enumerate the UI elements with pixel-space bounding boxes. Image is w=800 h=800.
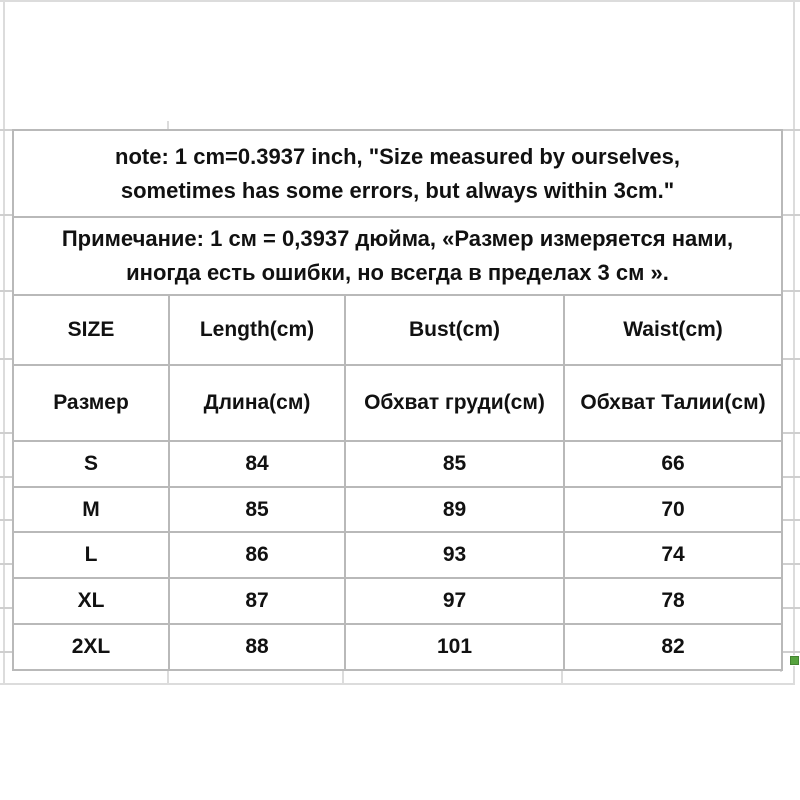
cell-size: 2XL	[12, 623, 170, 671]
table-row-l: L 86 93 74	[12, 531, 784, 579]
grid-line	[781, 290, 800, 292]
cell-waist: 82	[562, 623, 784, 671]
grid-line	[0, 476, 12, 478]
cell-waist: 78	[562, 577, 784, 625]
grid-line	[781, 607, 800, 609]
grid-line	[781, 129, 800, 131]
header-waist-en: Waist(cm)	[562, 294, 784, 366]
cell-bust: 89	[344, 486, 565, 533]
grid-line	[0, 214, 12, 216]
cell-size: S	[12, 440, 170, 488]
note-russian-line-2: иногда есть ошибки, но всегда в пределах…	[126, 260, 669, 285]
cell-length: 85	[168, 486, 346, 533]
grid-line	[0, 358, 12, 360]
header-length-ru: Длина(см)	[168, 364, 346, 442]
cell-size: L	[12, 531, 170, 579]
cell-bust: 93	[344, 531, 565, 579]
grid-line	[781, 358, 800, 360]
grid-line	[167, 121, 169, 130]
header-size-en: SIZE	[12, 294, 170, 366]
note-russian-line-1: Примечание: 1 см = 0,3937 дюйма, «Размер…	[61, 226, 734, 251]
cell-length: 87	[168, 577, 346, 625]
grid-line	[0, 651, 12, 653]
note-english-cell: note: 1 cm=0.3937 inch, "Size measured b…	[11, 129, 784, 218]
cell-bust: 101	[344, 623, 565, 671]
cell-waist: 66	[562, 440, 784, 488]
table-row-xl: XL 87 97 78	[12, 577, 784, 625]
cell-size: XL	[12, 577, 170, 625]
table-row-s: S 84 85 66	[12, 440, 784, 488]
note-russian-cell: Примечание: 1 см = 0,3937 дюйма, «Размер…	[11, 216, 784, 296]
table-row-2xl: 2XL 88 101 82	[12, 623, 784, 671]
fill-handle-icon	[790, 656, 799, 665]
note-english-line-2: sometimes has some errors, but always wi…	[120, 177, 675, 203]
grid-line	[781, 476, 800, 478]
grid-line	[0, 607, 12, 609]
cell-bust: 97	[344, 577, 565, 625]
grid-line	[781, 651, 800, 653]
grid-line	[0, 683, 795, 685]
size-chart-table: note: 1 cm=0.3937 inch, "Size measured b…	[11, 129, 784, 671]
cell-waist: 70	[562, 486, 784, 533]
grid-line	[793, 0, 795, 685]
note-row-english: note: 1 cm=0.3937 inch, "Size measured b…	[11, 129, 784, 218]
table-row-m: M 85 89 70	[12, 486, 784, 533]
cell-bust: 85	[344, 440, 565, 488]
header-bust-en: Bust(cm)	[344, 294, 565, 366]
note-english-line-1: note: 1 cm=0.3937 inch, "Size measured b…	[115, 143, 680, 169]
header-length-en: Length(cm)	[168, 294, 346, 366]
cell-size: M	[12, 486, 170, 533]
grid-line	[3, 0, 5, 685]
grid-line	[781, 432, 800, 434]
header-size-ru: Размер	[12, 364, 170, 442]
cell-waist: 74	[562, 531, 784, 579]
note-row-russian: Примечание: 1 см = 0,3937 дюйма, «Размер…	[11, 216, 784, 296]
cell-length: 88	[168, 623, 346, 671]
grid-line	[0, 129, 12, 131]
grid-line	[781, 519, 800, 521]
header-waist-ru: Обхват Талии(см)	[562, 364, 784, 442]
grid-line	[0, 563, 12, 565]
grid-line	[0, 0, 800, 2]
cell-length: 86	[168, 531, 346, 579]
grid-line	[0, 432, 12, 434]
cell-length: 84	[168, 440, 346, 488]
header-row-english: SIZE Length(cm) Bust(cm) Waist(cm)	[12, 294, 784, 366]
grid-line	[781, 214, 800, 216]
grid-line	[0, 519, 12, 521]
header-bust-ru: Обхват груди(см)	[344, 364, 565, 442]
grid-line	[781, 563, 800, 565]
grid-line	[0, 290, 12, 292]
header-row-russian: Размер Длина(см) Обхват груди(см) Обхват…	[12, 364, 784, 442]
